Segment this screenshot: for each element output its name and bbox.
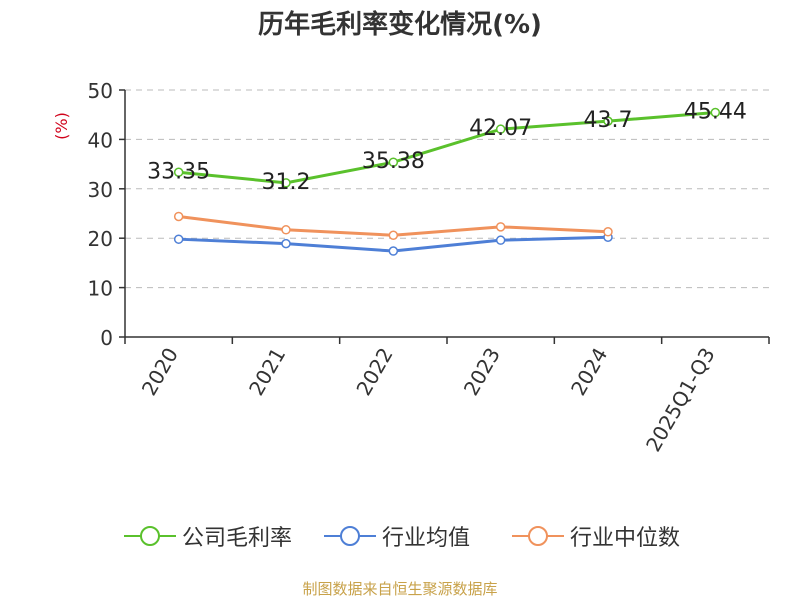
data-point bbox=[173, 234, 184, 244]
data-label: 33.35 bbox=[147, 159, 210, 184]
y-axis-label: (%) bbox=[52, 112, 71, 140]
data-point bbox=[388, 246, 399, 256]
x-tick-label: 2024 bbox=[566, 344, 612, 400]
y-tick-label: 0 bbox=[100, 326, 113, 350]
legend-circle bbox=[528, 526, 548, 546]
data-point bbox=[603, 227, 613, 237]
legend-label: 行业均值 bbox=[382, 526, 471, 551]
x-tick-label: 2025Q1-Q3 bbox=[641, 344, 720, 456]
data-label: 42.07 bbox=[469, 116, 532, 141]
grid-lines bbox=[125, 89, 769, 289]
legend-marker bbox=[324, 526, 376, 546]
data-label: 43.7 bbox=[584, 108, 633, 133]
data-point bbox=[173, 167, 184, 178]
y-tick-label: 30 bbox=[88, 178, 113, 202]
data-labels: 33.35 31.2 35.38 42.07 43.7 45.44 bbox=[147, 100, 747, 195]
data-label: 45.44 bbox=[684, 100, 747, 125]
legend-marker bbox=[512, 526, 564, 546]
legend-circle bbox=[140, 526, 160, 546]
x-tick-label: 2021 bbox=[244, 344, 290, 400]
y-tick-label: 50 bbox=[88, 79, 113, 103]
series-lines bbox=[173, 107, 721, 256]
data-point bbox=[281, 225, 291, 235]
data-label: 31.2 bbox=[262, 170, 311, 195]
legend-item[interactable]: 行业中位数 bbox=[512, 520, 680, 552]
data-point bbox=[710, 107, 721, 118]
data-point bbox=[495, 222, 506, 232]
data-point bbox=[388, 157, 399, 167]
chart-title: 历年毛利率变化情况(%) bbox=[258, 10, 542, 40]
source-note: 制图数据来自恒生聚源数据库 bbox=[302, 580, 498, 598]
x-tick-label: 2023 bbox=[459, 343, 505, 399]
legend-label: 行业中位数 bbox=[570, 526, 681, 551]
data-label: 35.38 bbox=[362, 149, 425, 174]
legend-marker bbox=[124, 526, 176, 546]
legend-label: 公司毛利率 bbox=[182, 526, 293, 551]
legend-item[interactable]: 行业均值 bbox=[324, 520, 470, 552]
data-point bbox=[495, 235, 506, 245]
data-point bbox=[173, 211, 184, 222]
x-tick-label: 2020 bbox=[137, 344, 183, 400]
series-line bbox=[178, 111, 716, 185]
y-tick-label: 40 bbox=[88, 128, 113, 152]
y-tick-label: 20 bbox=[88, 227, 113, 251]
legend-circle bbox=[340, 526, 360, 546]
data-point bbox=[603, 116, 613, 126]
y-tick-label: 10 bbox=[88, 277, 113, 301]
data-point bbox=[388, 230, 399, 240]
legend-item[interactable]: 公司毛利率 bbox=[124, 520, 292, 552]
data-point bbox=[495, 124, 506, 134]
data-point bbox=[281, 178, 291, 188]
axes: 0 10 20 30 40 50 2020 2021 2022 2023 2024 2025Q1-Q3 bbox=[88, 79, 770, 456]
x-tick-label: 2022 bbox=[351, 344, 397, 400]
data-point bbox=[281, 238, 291, 249]
